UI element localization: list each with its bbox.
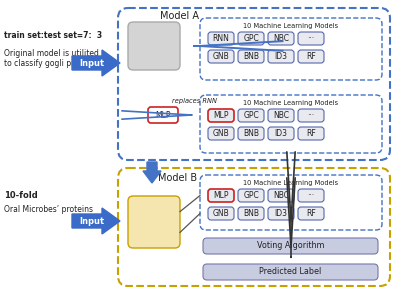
Text: Input: Input <box>79 217 104 226</box>
FancyBboxPatch shape <box>208 189 234 202</box>
Polygon shape <box>72 208 120 234</box>
FancyBboxPatch shape <box>148 107 178 123</box>
Text: ···: ··· <box>308 111 314 120</box>
FancyBboxPatch shape <box>208 207 234 220</box>
FancyBboxPatch shape <box>268 189 294 202</box>
FancyBboxPatch shape <box>238 189 264 202</box>
Text: MLP: MLP <box>213 191 229 200</box>
Text: Oral Microbes’ proteins: Oral Microbes’ proteins <box>4 205 93 214</box>
Text: Model B: Model B <box>158 173 198 183</box>
FancyBboxPatch shape <box>208 32 234 45</box>
Text: BNB: BNB <box>243 209 259 218</box>
Text: Model A: Model A <box>160 11 200 21</box>
Text: 10 Machine Learning Models: 10 Machine Learning Models <box>244 100 338 106</box>
Text: RF: RF <box>306 209 316 218</box>
Text: BNB: BNB <box>243 129 259 138</box>
Text: Voting Algorithm: Voting Algorithm <box>257 241 324 251</box>
Text: GPC: GPC <box>243 34 259 43</box>
FancyBboxPatch shape <box>238 50 264 63</box>
FancyBboxPatch shape <box>238 32 264 45</box>
Text: Original model is utilited: Original model is utilited <box>4 50 99 59</box>
FancyBboxPatch shape <box>203 238 378 254</box>
Text: BNB: BNB <box>243 52 259 61</box>
FancyBboxPatch shape <box>208 109 234 122</box>
Text: NBC: NBC <box>273 191 289 200</box>
Text: ···: ··· <box>308 34 314 43</box>
FancyBboxPatch shape <box>268 207 294 220</box>
FancyBboxPatch shape <box>298 50 324 63</box>
Text: RNN: RNN <box>212 34 230 43</box>
Text: GNB: GNB <box>213 52 229 61</box>
Text: RF: RF <box>306 129 316 138</box>
FancyBboxPatch shape <box>298 32 324 45</box>
Text: 10-fold: 10-fold <box>4 190 38 200</box>
Text: GPC: GPC <box>243 111 259 120</box>
Polygon shape <box>72 50 120 76</box>
FancyBboxPatch shape <box>268 32 294 45</box>
Text: ID3: ID3 <box>274 209 288 218</box>
Text: ···: ··· <box>308 191 314 200</box>
Text: MLP: MLP <box>213 111 229 120</box>
FancyBboxPatch shape <box>298 127 324 140</box>
Text: GPC: GPC <box>243 191 259 200</box>
Text: replaces RNN: replaces RNN <box>172 98 216 104</box>
Text: 10 Machine Learning Models: 10 Machine Learning Models <box>244 180 338 186</box>
FancyBboxPatch shape <box>208 127 234 140</box>
FancyBboxPatch shape <box>128 22 180 70</box>
Text: GNB: GNB <box>213 209 229 218</box>
FancyBboxPatch shape <box>298 207 324 220</box>
FancyBboxPatch shape <box>298 189 324 202</box>
Text: Input: Input <box>79 59 104 67</box>
FancyBboxPatch shape <box>238 109 264 122</box>
Text: ID3: ID3 <box>274 129 288 138</box>
Polygon shape <box>143 162 161 183</box>
Text: train set:test set=7:  3: train set:test set=7: 3 <box>4 32 102 40</box>
Text: 10 Machine Learning Models: 10 Machine Learning Models <box>244 23 338 29</box>
Text: to classify gogli proteins: to classify gogli proteins <box>4 59 98 69</box>
FancyBboxPatch shape <box>128 196 180 248</box>
FancyBboxPatch shape <box>268 50 294 63</box>
FancyBboxPatch shape <box>238 207 264 220</box>
Text: RF: RF <box>306 52 316 61</box>
Text: NBC: NBC <box>273 34 289 43</box>
Text: NBC: NBC <box>273 111 289 120</box>
Text: MLP: MLP <box>155 110 171 120</box>
Text: GNB: GNB <box>213 129 229 138</box>
Text: Predicted Label: Predicted Label <box>259 268 322 277</box>
FancyBboxPatch shape <box>268 109 294 122</box>
FancyBboxPatch shape <box>208 50 234 63</box>
FancyBboxPatch shape <box>268 127 294 140</box>
FancyBboxPatch shape <box>298 109 324 122</box>
FancyBboxPatch shape <box>203 264 378 280</box>
Text: ID3: ID3 <box>274 52 288 61</box>
FancyBboxPatch shape <box>238 127 264 140</box>
